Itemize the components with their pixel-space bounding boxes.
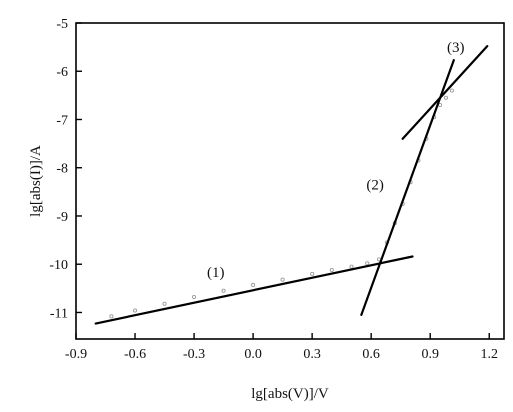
- data-point: [329, 267, 334, 273]
- x-tick-label: -0.6: [124, 347, 146, 362]
- data-point: [449, 88, 454, 93]
- x-tick-label: -0.3: [183, 347, 205, 362]
- fit-line-label: (2): [366, 177, 384, 193]
- x-axis-title: lg[abs(V)]/V: [251, 386, 329, 402]
- y-tick-label: -8: [56, 162, 68, 177]
- plot-area-frame: [75, 22, 505, 340]
- x-tick-label: 0.6: [362, 347, 380, 362]
- data-point: [349, 264, 354, 269]
- data-point: [132, 308, 138, 313]
- fit-lines: [94, 45, 489, 325]
- data-point: [310, 271, 315, 276]
- x-tick-label: 1.2: [480, 347, 498, 362]
- y-tick-label: -10: [49, 258, 68, 273]
- fit-line-label: (3): [447, 40, 465, 56]
- x-tick-label: 0.0: [244, 347, 262, 362]
- data-point: [251, 282, 256, 288]
- fit-line-labels: (1) (2) (3): [207, 40, 465, 281]
- data-point: [109, 314, 114, 319]
- data-point: [192, 294, 197, 300]
- y-tick-label: -9: [56, 210, 68, 225]
- x-tick-label: -0.9: [65, 347, 87, 362]
- x-axis-ticks: -0.9 -0.6 -0.3 0.0 0.3 0.6 0.9 1.2: [65, 333, 498, 362]
- y-tick-label: -11: [50, 306, 68, 321]
- data-point: [443, 95, 448, 100]
- x-tick-label: 0.3: [303, 347, 321, 362]
- fit-line: [360, 59, 455, 316]
- fit-line: [94, 255, 414, 325]
- y-tick-label: -6: [56, 65, 68, 80]
- y-axis-ticks: -5 -6 -7 -8 -9 -10 -11: [49, 17, 82, 321]
- y-tick-label: -5: [56, 17, 68, 32]
- y-tick-label: -7: [56, 113, 68, 128]
- x-tick-label: 0.9: [421, 347, 439, 362]
- data-point: [162, 301, 167, 306]
- y-axis-title: lg[abs(I)]/A: [28, 145, 44, 217]
- data-point: [221, 288, 226, 293]
- fit-line: [401, 45, 489, 140]
- data-point: [365, 261, 370, 266]
- data-point: [280, 277, 285, 282]
- fit-line-label: (1): [207, 265, 225, 281]
